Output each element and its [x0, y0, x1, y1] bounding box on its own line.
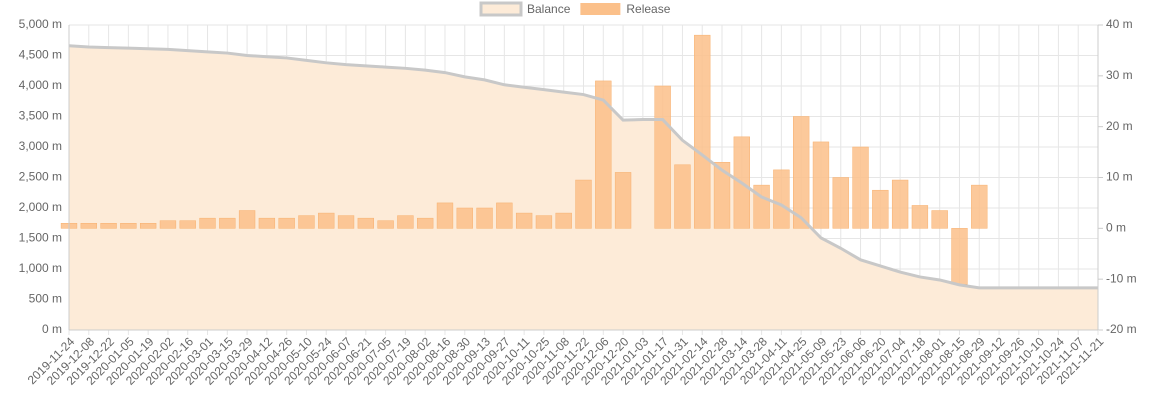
- y-tick-label: 2,000 m: [19, 200, 62, 214]
- y-tick-label: 1,500 m: [19, 231, 62, 245]
- release-bar: [278, 217, 295, 229]
- release-bar: [793, 116, 810, 229]
- y2-tick-label: -20 m: [1106, 322, 1137, 336]
- y-tick-label: 2,500 m: [19, 170, 62, 184]
- release-bar: [397, 215, 414, 229]
- release-bar: [139, 223, 157, 229]
- release-bar: [199, 217, 216, 229]
- release-bar: [219, 217, 236, 229]
- release-bar: [496, 202, 513, 229]
- release-bar: [377, 220, 394, 229]
- release-bar: [971, 184, 988, 229]
- y2-tick-label: -10 m: [1106, 271, 1137, 285]
- release-bar: [891, 179, 909, 229]
- release-bar: [694, 34, 711, 229]
- release-bar: [931, 210, 948, 229]
- release-bar: [911, 205, 929, 229]
- y-tick-label: 1,000 m: [19, 261, 62, 275]
- y2-tick-label: 0 m: [1106, 221, 1126, 235]
- y-tick-label: 4,500 m: [19, 48, 62, 62]
- y-tick-label: 4,000 m: [19, 78, 62, 92]
- release-bar: [832, 177, 849, 229]
- release-bar: [337, 215, 355, 229]
- legend-label: Balance: [527, 2, 571, 16]
- release-bar: [535, 215, 553, 229]
- release-bar: [614, 172, 632, 229]
- release-bar: [654, 85, 671, 229]
- release-bar: [595, 80, 612, 229]
- release-bar: [515, 212, 533, 229]
- release-bar: [417, 217, 434, 229]
- release-bar: [575, 179, 592, 229]
- release-bar: [120, 223, 137, 229]
- balance-line: [68, 44, 1098, 290]
- release-bar: [476, 207, 493, 229]
- y2-tick-label: 10 m: [1106, 170, 1133, 184]
- release-bar: [674, 164, 691, 229]
- release-bar: [456, 207, 473, 229]
- release-bar: [298, 215, 315, 229]
- release-bar: [179, 220, 196, 229]
- release-bar: [713, 162, 731, 229]
- release-bar: [773, 169, 790, 229]
- legend-swatch: [580, 3, 621, 15]
- y2-tick-label: 40 m: [1106, 17, 1133, 31]
- release-bar: [159, 220, 177, 229]
- release-bar: [80, 223, 97, 229]
- release-bar: [436, 202, 454, 229]
- y-tick-label: 0 m: [42, 322, 62, 336]
- release-bar: [555, 212, 572, 229]
- release-bar: [238, 210, 256, 229]
- legend-swatch: [479, 1, 523, 17]
- release-bar: [852, 146, 869, 229]
- legend-label: Release: [626, 2, 670, 16]
- y2-tick-label: 30 m: [1106, 68, 1133, 82]
- y-tick-label: 3,500 m: [19, 109, 62, 123]
- release-bar: [258, 217, 276, 229]
- y2-tick-label: 20 m: [1106, 119, 1133, 133]
- release-bar: [100, 223, 117, 229]
- y-tick-label: 5,000 m: [19, 17, 62, 31]
- release-bar: [357, 217, 374, 229]
- release-bar: [951, 228, 968, 285]
- release-bar: [872, 189, 889, 229]
- y-tick-label: 3,000 m: [19, 139, 62, 153]
- y-tick-label: 500 m: [29, 292, 62, 306]
- release-bar: [812, 141, 830, 229]
- release-bar: [318, 212, 335, 229]
